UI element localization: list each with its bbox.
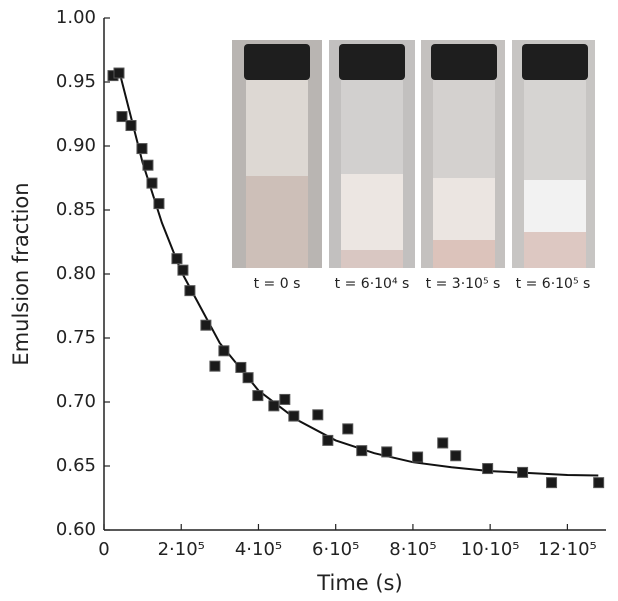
data-point: [209, 360, 221, 372]
vial-photo: [329, 40, 415, 268]
x-tick-label: 10·10⁵: [461, 539, 520, 560]
vial-photo: [512, 40, 595, 268]
data-point: [342, 423, 354, 435]
data-point: [171, 253, 183, 265]
x-tick-label: 0: [98, 539, 109, 560]
y-tick-label: 0.75: [56, 327, 96, 348]
inset-label: t = 6·10⁵ s: [516, 276, 591, 292]
data-point: [482, 463, 494, 475]
y-tick-label: 0.80: [56, 263, 96, 284]
data-point: [184, 285, 196, 297]
y-tick-label: 0.65: [56, 455, 96, 476]
inset-label: t = 6·10⁴ s: [335, 276, 410, 292]
data-point: [437, 437, 449, 449]
data-point: [113, 67, 125, 79]
data-point: [116, 111, 128, 123]
y-tick-label: 0.85: [56, 199, 96, 220]
data-point: [218, 345, 230, 357]
data-point: [268, 400, 280, 412]
data-point: [593, 477, 605, 489]
data-point: [242, 372, 254, 384]
y-tick-label: 0.90: [56, 135, 96, 156]
y-tick-label: 0.70: [56, 391, 96, 412]
data-point: [146, 177, 158, 189]
x-tick-label: 6·10⁵: [312, 539, 359, 560]
inset-label: t = 0 s: [254, 276, 301, 292]
data-point: [312, 409, 324, 421]
data-point: [200, 319, 212, 331]
vial-photo: [421, 40, 505, 268]
data-point: [450, 450, 462, 462]
data-point: [142, 159, 154, 171]
x-tick-label: 8·10⁵: [389, 539, 436, 560]
data-point: [517, 466, 529, 478]
x-tick-label: 2·10⁵: [158, 539, 205, 560]
data-point: [322, 434, 334, 446]
fit-line: [118, 71, 599, 477]
inset-photos: [232, 40, 595, 268]
data-point: [125, 120, 137, 132]
y-tick-label: 1.00: [56, 7, 96, 28]
data-point: [235, 361, 247, 373]
data-point: [153, 198, 165, 210]
inset-label: t = 3·10⁵ s: [426, 276, 501, 292]
y-tick-label: 0.95: [56, 71, 96, 92]
data-point: [177, 264, 189, 276]
data-point: [288, 410, 300, 422]
y-tick-label: 0.60: [56, 519, 96, 540]
y-axis-title: Emulsion fraction: [9, 182, 33, 365]
vial-photo: [232, 40, 322, 268]
data-point: [412, 451, 424, 463]
x-tick-label: 4·10⁵: [235, 539, 282, 560]
data-point: [136, 143, 148, 155]
data-point: [381, 446, 393, 458]
data-point: [356, 445, 368, 457]
x-axis-title: Time (s): [316, 571, 402, 595]
data-point: [279, 393, 291, 405]
data-point: [252, 390, 264, 402]
x-tick-label: 12·10⁵: [538, 539, 597, 560]
data-point: [546, 477, 558, 489]
